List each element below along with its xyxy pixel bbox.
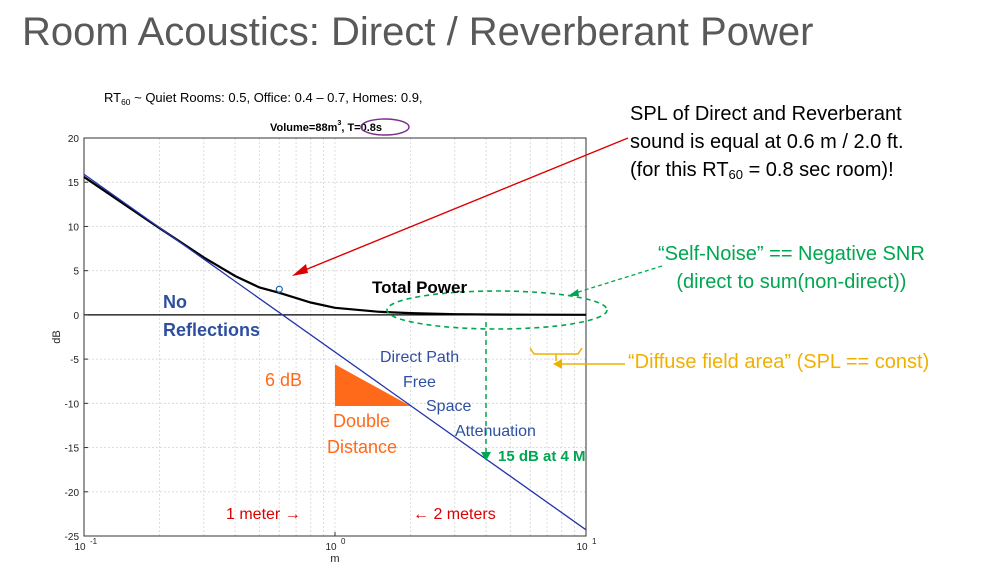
y-tick-label: 5 <box>73 267 79 278</box>
volume-sup: 3 <box>337 119 342 127</box>
self-noise-connector <box>571 265 663 295</box>
no-reflections-line <box>83 173 587 531</box>
crossover-marker <box>275 285 283 293</box>
spl-callout-line1: SPL of Direct and Reverberant <box>630 103 902 125</box>
double-label: Double <box>333 411 390 431</box>
red-callout-arrow <box>299 137 629 273</box>
rt-rest: ~ Quiet Rooms: 0.5, Office: 0.4 – 0.7, H… <box>130 90 423 105</box>
x-tick-exponent: 0 <box>341 537 346 546</box>
y-axis-label: dB <box>51 330 63 343</box>
rt-sub: 60 <box>121 97 131 107</box>
self-noise-line2: (direct to sum(non-direct)) <box>676 271 907 293</box>
distance-label: Distance <box>327 437 397 457</box>
y-tick-label: 20 <box>68 134 80 145</box>
rt-prefix: RT <box>104 90 122 105</box>
two-meters-label: ← 2 meters <box>413 506 496 523</box>
spl-callout-line3-pre: (for this RT <box>630 159 729 181</box>
total-power-label: Total Power <box>372 278 467 297</box>
spl-callout-line3-sub: 60 <box>728 167 744 182</box>
slide-title: Room Acoustics: Direct / Reverberant Pow… <box>22 10 814 54</box>
diffuse-region-ellipse <box>386 290 608 330</box>
six-db-label: 6 dB <box>265 370 302 390</box>
one-meter-label: 1 meter → <box>226 506 301 523</box>
spl-callout-line3-post: = 0.8 sec room)! <box>743 159 894 181</box>
y-tick-label: -25 <box>65 532 80 543</box>
volume-text: Volume=88m <box>270 122 338 134</box>
y-tick-label: -15 <box>65 444 80 455</box>
y-tick-label: 10 <box>68 222 80 233</box>
x-tick-exponent: -1 <box>90 537 98 546</box>
y-tick-label: 0 <box>73 311 79 322</box>
red-arrow-head <box>292 264 308 276</box>
x-tick-label: 10 <box>576 542 588 553</box>
direct-path-label-4: Attenuation <box>455 423 536 440</box>
no-reflections-label-1: No <box>163 292 187 312</box>
double-distance-triangle <box>335 364 411 406</box>
diffuse-field-callout: “Diffuse field area” (SPL == const) <box>628 351 930 373</box>
rt-highlight-ellipse <box>360 118 410 136</box>
plot-area <box>84 138 586 536</box>
self-noise-line1: “Self-Noise” == Negative SNR <box>658 243 925 265</box>
y-tick-label: -5 <box>70 355 79 366</box>
y-tick-label: 15 <box>68 178 80 189</box>
spl-callout-line2: sound is equal at 0.6 m / 2.0 ft. <box>630 131 904 153</box>
y-tick-label: -10 <box>65 399 80 410</box>
x-tick-exponent: 1 <box>592 537 597 546</box>
x-tick-label: 10 <box>74 542 86 553</box>
self-noise-arrow-head <box>568 289 579 296</box>
diffuse-arrow-head <box>553 359 562 369</box>
x-axis-label: m <box>330 553 339 565</box>
fifteen-db-arrow-head <box>481 452 491 461</box>
y-tick-label: -20 <box>65 488 80 499</box>
fifteen-db-label: 15 dB at 4 M <box>498 448 586 465</box>
rt60-subtitle: RT60 ~ Quiet Rooms: 0.5, Office: 0.4 – 0… <box>104 90 423 107</box>
spl-callout: SPL of Direct and Reverberant sound is e… <box>630 100 904 189</box>
direct-path-label-2: Free <box>403 374 436 391</box>
spl-callout-line3: (for this RT60 = 0.8 sec room)! <box>630 156 904 189</box>
self-noise-callout: “Self-Noise” == Negative SNR (direct to … <box>658 240 925 296</box>
direct-path-label-3: Space <box>426 398 471 415</box>
no-reflections-label-2: Reflections <box>163 320 260 340</box>
x-tick-label: 10 <box>325 542 337 553</box>
direct-path-label-1: Direct Path <box>380 349 459 366</box>
